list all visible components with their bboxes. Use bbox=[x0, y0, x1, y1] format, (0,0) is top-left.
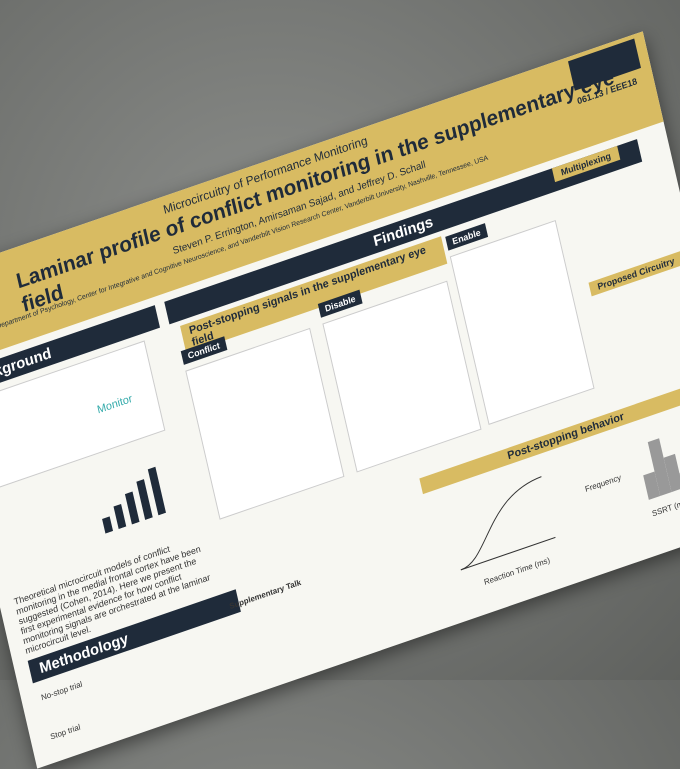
rt-curve bbox=[460, 476, 556, 571]
conflict-figure bbox=[185, 327, 345, 520]
circuitry-title: Proposed Circuitry bbox=[588, 251, 680, 297]
poster: Microcircuitry of Performance Monitoring… bbox=[0, 31, 680, 769]
hist-y-label: Frequency bbox=[584, 472, 622, 494]
talk-label: Supplementary Talk bbox=[228, 577, 302, 612]
bar-icon bbox=[102, 466, 166, 534]
trial-label: Stop trial bbox=[49, 722, 82, 742]
ssrt-hist bbox=[643, 438, 680, 500]
disable-figure bbox=[322, 280, 482, 473]
trial-label: No-stop trial bbox=[40, 679, 84, 703]
